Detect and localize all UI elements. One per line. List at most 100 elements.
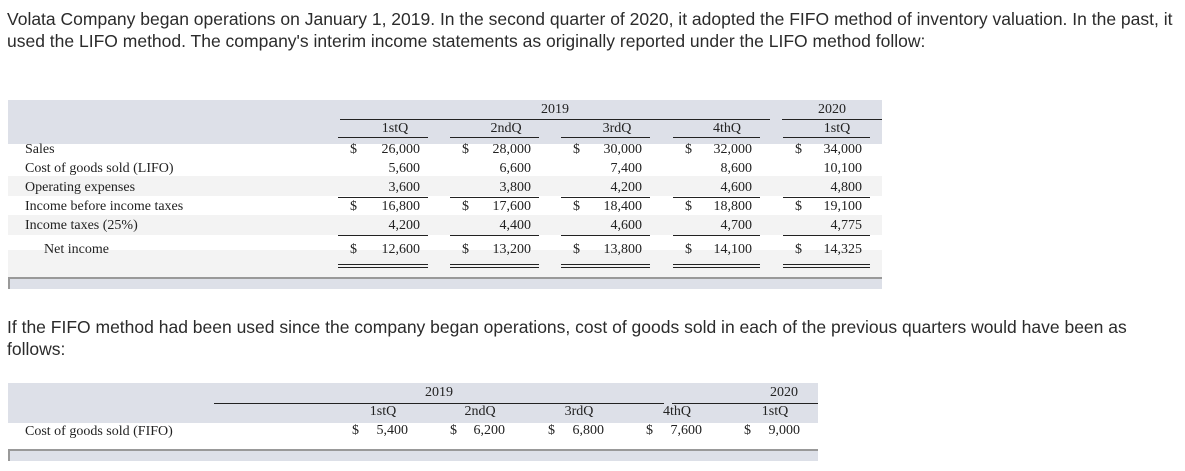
cell-value: 4,775 <box>830 218 863 233</box>
intro-paragraph: Volata Company began operations on Janua… <box>7 9 1173 51</box>
row-label: Cost of goods sold (FIFO) <box>25 424 173 439</box>
cell-value: 5,600 <box>388 161 421 176</box>
cell-value: 3,800 <box>499 180 532 195</box>
cell-value: 6,800 <box>572 423 605 438</box>
cell-value: 16,800 <box>381 199 421 214</box>
subtotal-underline <box>450 197 539 198</box>
currency-sign: $ <box>795 199 802 214</box>
currency-sign: $ <box>350 242 357 257</box>
fifo-paragraph: If the FIFO method had been used since t… <box>7 317 1127 359</box>
cell-value: 5,400 <box>376 423 409 438</box>
currency-sign: $ <box>795 242 802 257</box>
currency-sign: $ <box>573 242 580 257</box>
currency-sign: $ <box>450 423 457 438</box>
currency-sign: $ <box>685 242 692 257</box>
cell-value: 7,400 <box>610 161 643 176</box>
header-underline <box>561 137 650 138</box>
year-label: 2019 <box>425 385 453 400</box>
year-underline <box>782 119 882 120</box>
subtotal-underline <box>673 197 760 198</box>
header-underline <box>783 137 870 138</box>
double-underline <box>783 267 870 268</box>
double-underline <box>561 264 650 265</box>
cell-value: 6,200 <box>473 423 506 438</box>
subtotal-underline <box>561 235 650 236</box>
currency-sign: $ <box>795 142 802 157</box>
cell-value: 4,800 <box>830 180 863 195</box>
currency-sign: $ <box>350 142 357 157</box>
quarter-header: 1stQ <box>369 404 397 419</box>
row-label: Income taxes (25%) <box>25 218 138 233</box>
currency-sign: $ <box>352 423 359 438</box>
currency-sign: $ <box>548 423 555 438</box>
year-label: 2019 <box>541 102 569 117</box>
currency-sign: $ <box>573 199 580 214</box>
lifo-income-statement-table: 2019 2020 1stQ 2ndQ 3rdQ 4thQ 1stQ Sales $26,000… <box>8 100 882 289</box>
cell-value: 17,600 <box>492 199 532 214</box>
row-label: Net income <box>44 242 109 257</box>
quarter-header: 3rdQ <box>564 404 594 419</box>
cell-value: 14,325 <box>823 242 863 257</box>
cell-value: 18,800 <box>713 199 753 214</box>
subtotal-underline <box>783 197 870 198</box>
quarter-header: 1stQ <box>761 404 789 419</box>
cell-value: 30,000 <box>603 142 643 157</box>
year-label: 2020 <box>770 385 798 400</box>
cell-value: 4,400 <box>499 218 532 233</box>
double-underline <box>783 264 870 265</box>
row-stripe <box>8 176 882 196</box>
currency-sign: $ <box>462 142 469 157</box>
currency-sign: $ <box>685 199 692 214</box>
header-underline <box>450 137 539 138</box>
table-footer <box>8 449 818 461</box>
cell-value: 13,800 <box>603 242 643 257</box>
row-label: Cost of goods sold (LIFO) <box>25 161 174 176</box>
year-underline <box>672 403 818 404</box>
cell-value: 28,000 <box>492 142 532 157</box>
subtotal-underline <box>338 235 428 236</box>
cell-value: 4,600 <box>720 180 753 195</box>
quarter-header: 3rdQ <box>602 121 632 136</box>
currency-sign: $ <box>646 423 653 438</box>
table-footer <box>8 277 882 289</box>
cell-value: 26,000 <box>381 142 421 157</box>
cell-value: 32,000 <box>713 142 753 157</box>
quarter-header: 2ndQ <box>464 404 496 419</box>
row-label: Sales <box>25 142 55 157</box>
quarter-header: 4thQ <box>663 404 691 419</box>
year-underline <box>340 119 770 120</box>
double-underline <box>561 267 650 268</box>
cell-value: 14,100 <box>713 242 753 257</box>
cell-value: 6,600 <box>499 161 532 176</box>
cell-value: 10,100 <box>823 161 863 176</box>
cell-value: 12,600 <box>381 242 421 257</box>
currency-sign: $ <box>573 142 580 157</box>
subtotal-underline <box>673 235 760 236</box>
quarter-header: 1stQ <box>823 121 851 136</box>
currency-sign: $ <box>462 199 469 214</box>
cell-value: 19,100 <box>823 199 863 214</box>
year-label: 2020 <box>818 102 846 117</box>
double-underline <box>338 264 428 265</box>
quarter-header: 2ndQ <box>490 121 522 136</box>
double-underline <box>338 267 428 268</box>
row-stripe <box>8 215 882 235</box>
subtotal-underline <box>338 197 428 198</box>
subtotal-underline <box>783 235 870 236</box>
double-underline <box>450 267 539 268</box>
fifo-cogs-table: 2019 2020 1stQ $5,400 2ndQ $6,200 3rdQ $6,800 4t… <box>8 383 818 463</box>
cell-value: 4,600 <box>610 218 643 233</box>
cell-value: 18,400 <box>603 199 643 214</box>
double-underline <box>450 264 539 265</box>
cell-value: 3,600 <box>388 180 421 195</box>
year-underline <box>214 403 664 404</box>
cell-value: 9,000 <box>768 423 801 438</box>
quarter-header: 1stQ <box>381 121 409 136</box>
cell-value: 4,700 <box>720 218 753 233</box>
header-band <box>8 100 882 144</box>
subtotal-underline <box>561 197 650 198</box>
cell-value: 4,200 <box>610 180 643 195</box>
cell-value: 4,200 <box>388 218 421 233</box>
row-label: Operating expenses <box>25 180 136 195</box>
double-underline <box>673 264 760 265</box>
